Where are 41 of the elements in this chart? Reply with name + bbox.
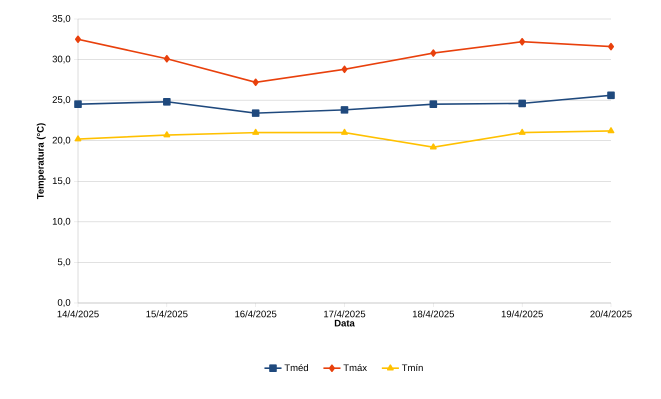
point [430,100,438,108]
x-tick-label: 20/4/2025 [590,310,632,318]
point [252,128,260,135]
y-tick-label: 20,0 [52,136,70,145]
point [430,49,436,57]
point [252,78,259,86]
point [341,66,348,74]
point [519,38,526,46]
point [74,135,82,142]
point [608,42,614,50]
y-tick-label: 35,0 [52,15,70,23]
y-tick-label: 0,0 [58,299,70,307]
point [518,128,526,135]
y-tick-label: 15,0 [52,177,70,186]
x-tick-label: 18/4/2025 [412,310,454,318]
point [430,143,437,150]
point [74,35,82,44]
point [341,128,348,135]
y-tick-label: 10,0 [52,218,70,226]
y-axis-title: Temperatura (°C) [36,123,46,200]
point [607,91,615,100]
x-tick-label: 17/4/2025 [324,310,366,318]
x-tick-label: 16/4/2025 [235,310,276,318]
legend-label: Tméd [284,364,308,372]
x-tick-label: 14/4/2025 [58,310,99,318]
point [163,131,170,138]
legend-label: Tmín [402,364,423,371]
point [518,100,526,108]
point [163,98,171,106]
point [608,127,614,134]
x-tick-label: 19/4/2025 [502,310,543,318]
x-tick-label: 15/4/2025 [146,310,188,318]
point [252,109,260,117]
point [164,54,170,63]
legend-label: Tmáx [344,364,367,372]
y-tick-label: 30,0 [52,56,70,64]
y-tick-label: 5,0 [58,258,70,266]
y-tick-label: 25,0 [52,96,70,104]
point [74,100,82,108]
x-axis-title: Data [334,320,355,327]
point [340,106,348,114]
